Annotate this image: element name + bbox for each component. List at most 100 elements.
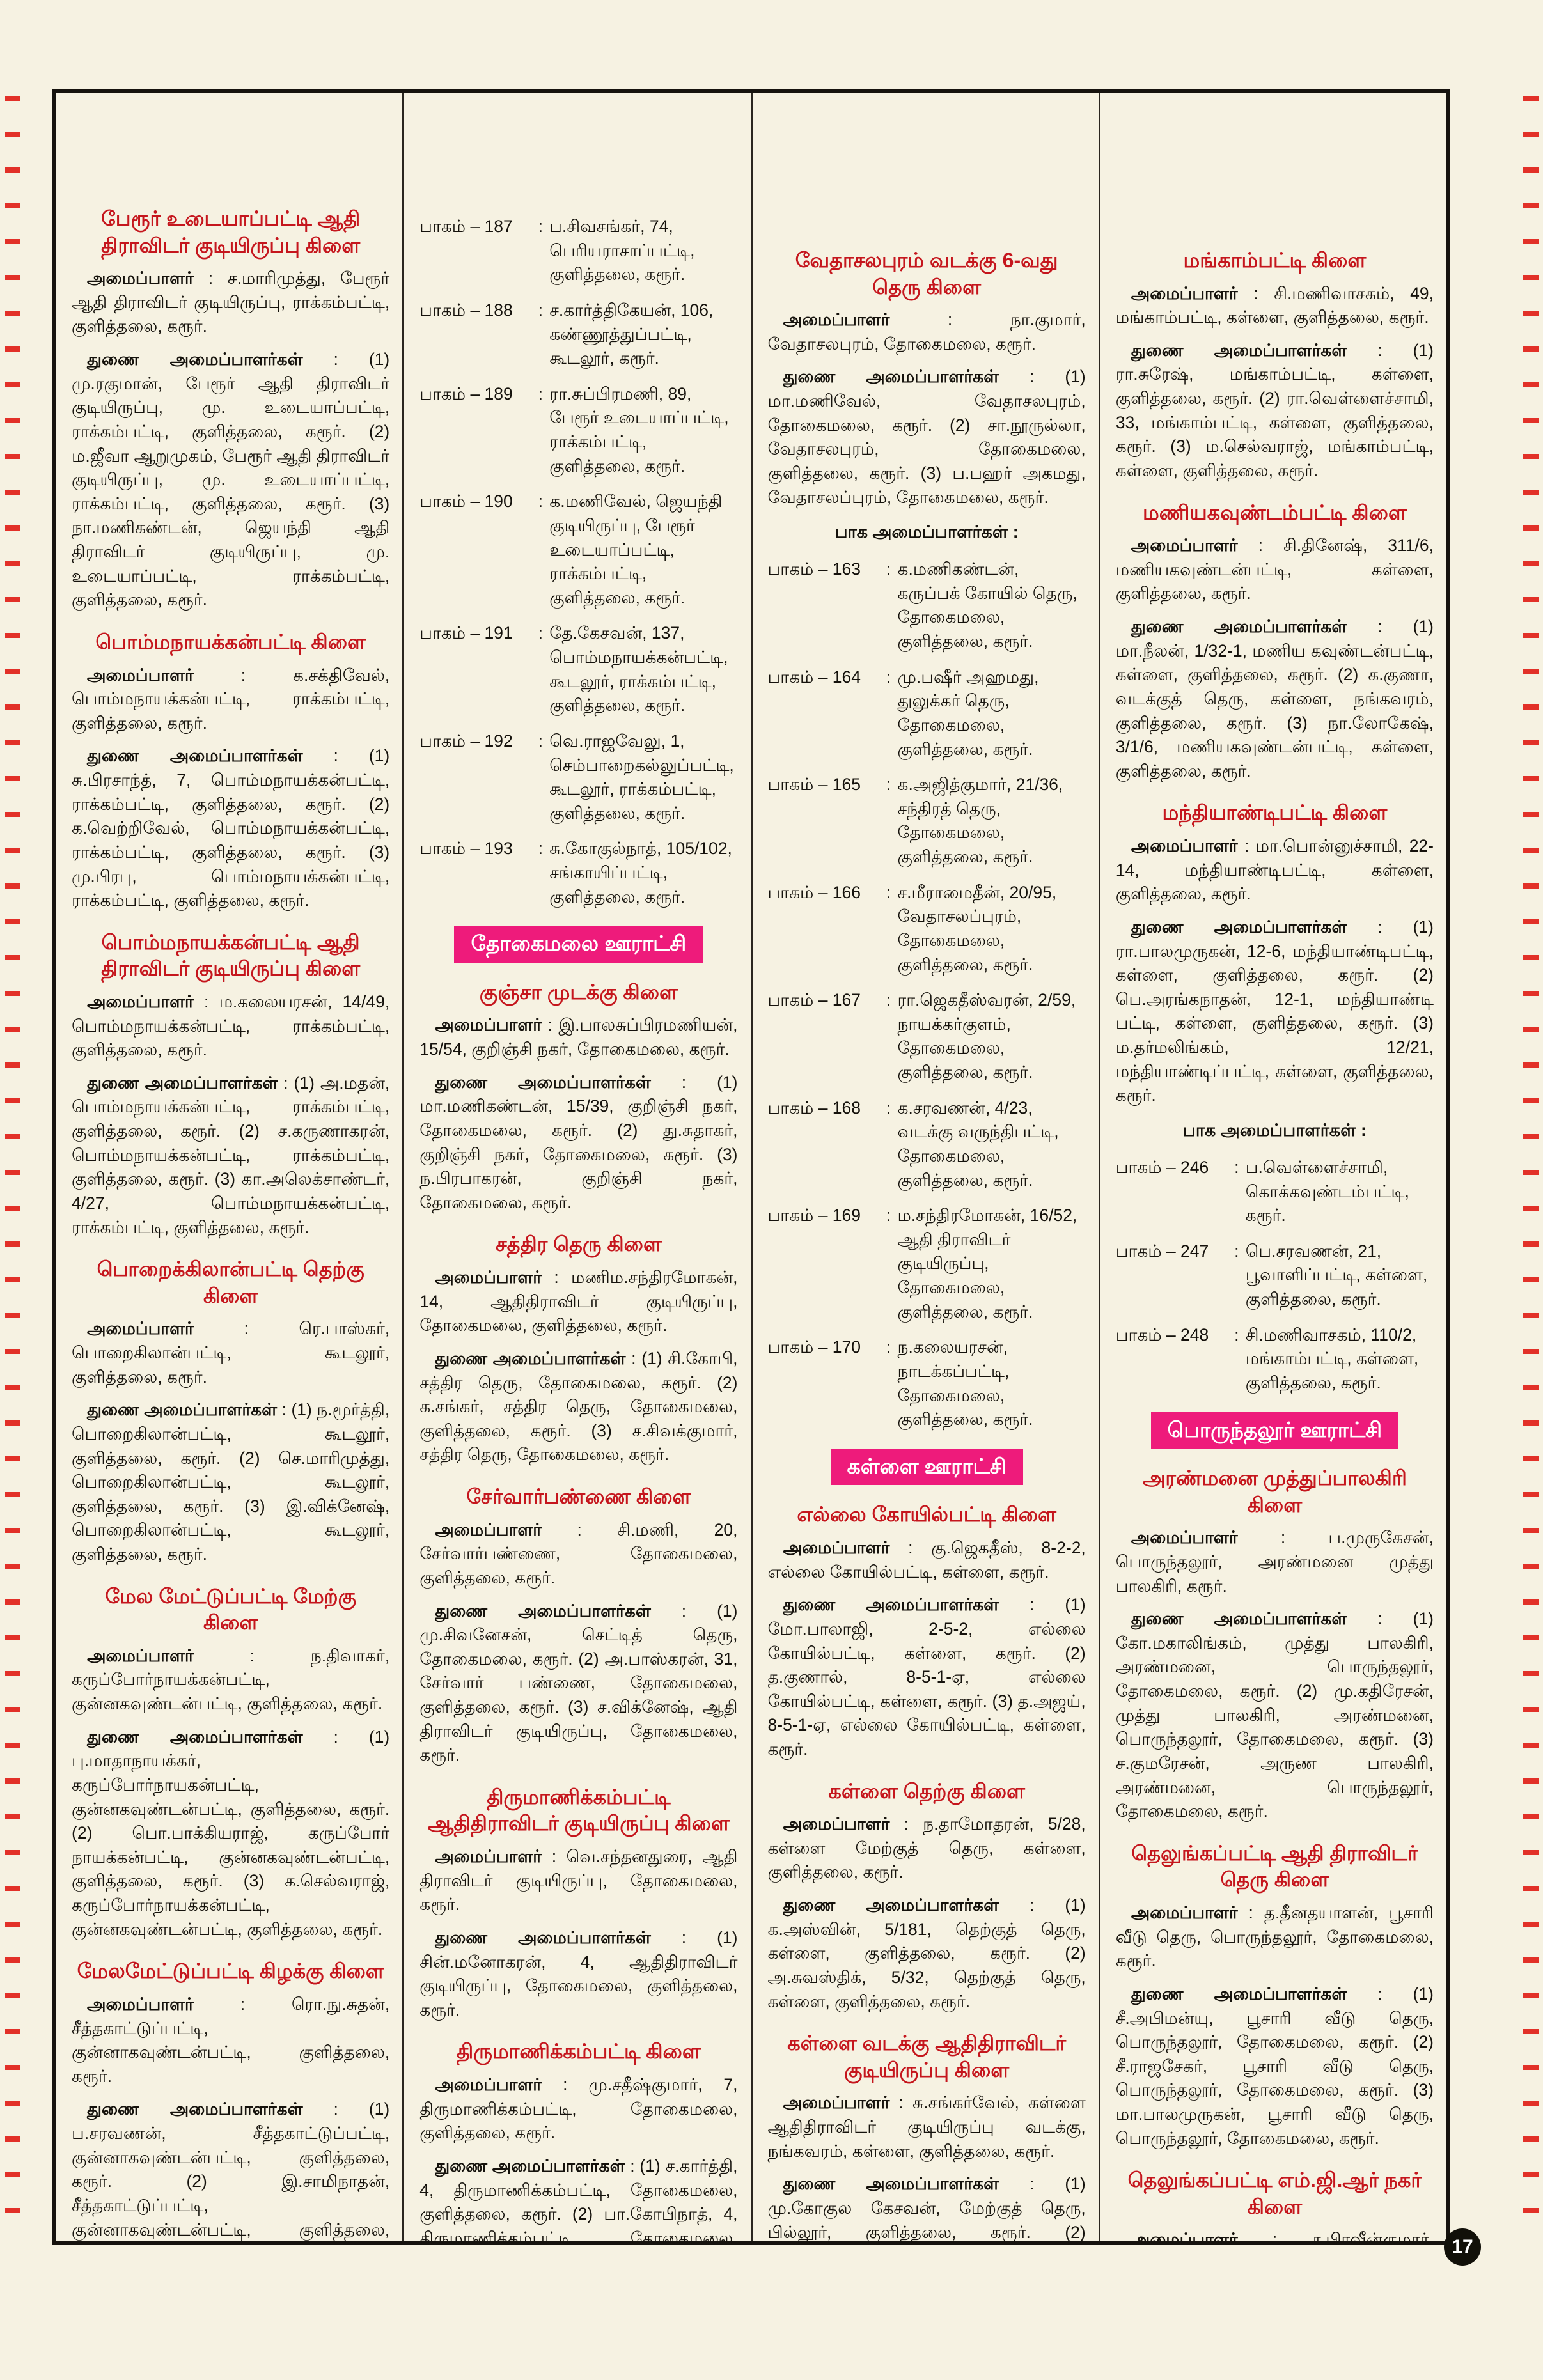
deputy-organizers-paragraph: துணை அமைப்பாளர்கள் : (1) அ.மதன், பொம்மநா… [72,1073,390,1237]
part-colon: : [1234,1241,1239,1261]
deputy-organizers-paragraph: துணை அமைப்பாளர்கள் : (1) மோ.பாலாஜி, 2-5-… [767,1595,1086,1759]
crop-mark [1523,812,1539,817]
branch-heading: சேர்வார்பண்ணை கிளை [466,1485,691,1509]
part-text: ரா.ஜெகதீஸ்வரன், 2/59, நாயக்கர்குளம், தோக… [897,990,1076,1082]
part-organizers-label: பாக அமைப்பாளர்கள் : [834,522,1019,542]
crop-mark [1523,203,1539,208]
crop-mark [1523,848,1539,853]
branch-heading: திருமாணிக்கம்பட்டி ஆதிதிராவிடர் குடியிரு… [428,1785,730,1835]
deputy-organizers-label: துணை அமைப்பாளர்கள் [87,1727,303,1746]
crop-mark [1523,1743,1539,1748]
deputy-organizers-paragraph: துணை அமைப்பாளர்கள் : (1) ச.கார்த்தி, 4, … [419,2156,738,2241]
crop-mark [1523,1993,1539,1998]
deputy-organizers-paragraph: துணை அமைப்பாளர்கள் : (1) கோ.மகாலிங்கம், … [1115,1609,1434,1821]
crop-mark [5,203,20,208]
deputy-organizers-label: துணை அமைப்பாளர்கள் [435,1348,626,1368]
organizer-paragraph: அமைப்பாளர் : மணிம.சந்திரமோகன், 14, ஆதிதி… [419,1268,738,1335]
crop-mark [1523,1134,1539,1139]
part-colon: : [886,1206,891,1225]
part-number: பாகம் – 170 [767,1337,861,1357]
branch-heading: பொம்மநாயக்கன்பட்டி ஆதி திராவிடர் குடியிர… [101,930,361,981]
part-number: பாகம் – 193 [419,839,513,859]
crop-mark [1523,1778,1539,1784]
deputy-organizers-label: துணை அமைப்பாளர்கள் [435,1601,651,1621]
crop-mark [5,1206,20,1211]
crop-mark [5,1778,20,1784]
deputy-organizers-label: துணை அமைப்பாளர்கள் [1131,1984,1347,2003]
crop-mark [5,669,20,674]
crop-mark [5,2029,20,2034]
deputy-organizers-label: துணை அமைப்பாளர்கள் [435,1927,651,1947]
organizer-paragraph: அமைப்பாளர் : ச.மாரிமுத்து, பேரூர் ஆதி தி… [72,268,390,336]
branch-heading: பேரூர் உடையாப்பட்டி ஆதி திராவிடர் குடியி… [101,207,361,257]
organizer-label: அமைப்பாளர் [435,2075,542,2095]
crop-mark [5,991,20,996]
crop-mark [5,1277,20,1282]
crop-mark [5,1098,20,1103]
crop-mark [5,275,20,280]
crop-mark [1523,597,1539,602]
part-colon: : [886,775,891,795]
crop-mark [1523,883,1539,889]
crop-mark [1523,1206,1539,1211]
part-colon: : [886,1098,891,1117]
column-3: வேதாசலபுரம் வடக்கு 6-வது தெரு கிளை அமைப்ப… [753,93,1100,2241]
crop-mark [1523,1635,1539,1640]
crop-mark [1523,2101,1539,2106]
crop-mark [1523,418,1539,423]
crop-mark [1523,1671,1539,1676]
deputy-organizers-paragraph: துணை அமைப்பாளர்கள் : (1) சின்.மனோகரன், 4… [419,1927,738,2019]
crop-mark [1523,382,1539,387]
part-entry: பாகம் – 165: க.அஜித்குமார், 21/36, சந்திர… [768,773,1086,869]
part-number: பாகம் – 248 [1115,1325,1209,1344]
branch-heading: மந்தியாண்டிபட்டி கிளை [1162,801,1388,825]
crop-mark [1523,1850,1539,1855]
panchayat-header-wrap: தோகைமலை ஊராட்சி [419,926,737,963]
organizer-paragraph: அமைப்பாளர் : வெ.சந்தனதுரை, ஆதி திராவிடர்… [419,1847,738,1915]
part-number: பாகம் – 191 [419,623,513,643]
part-number: பாகம் – 192 [419,731,513,751]
crop-mark [5,167,20,173]
organizer-label: அமைப்பாளர் [1131,283,1238,303]
part-text: ச.மீராமைதீன், 20/95, வேதாசலப்புரம், தோகை… [897,882,1057,974]
organizer-label: அமைப்பாளர் [435,1268,542,1287]
organizer-label: அமைப்பாளர் [1131,536,1238,556]
crop-mark [5,1957,20,1963]
crop-mark [1523,167,1539,173]
organizer-paragraph: அமைப்பாளர் : ச.பிரவீன்குமார், தெலுங்கப்ப… [1116,2228,1434,2241]
crop-mark [5,597,20,602]
part-text: ப.வெள்ளைச்சாமி, கொக்கவுண்டம்பட்டி, கரூர்… [1245,1157,1409,1225]
crop-mark [5,1599,20,1605]
organizer-paragraph: அமைப்பாளர் : ரொ.நு.சுதன், சீத்தகாட்டுப்ப… [72,1994,390,2086]
crop-mark [1523,132,1539,137]
deputy-organizers-paragraph: துணை அமைப்பாளர்கள் : (1) ரா.பாலமுருகன், … [1115,917,1434,1105]
part-colon: : [538,300,543,320]
crop-mark [1523,490,1539,495]
crop-mark [5,490,20,495]
part-text: ந.கலையரசன், நாடக்கப்பட்டி, தோகைமலை, குளி… [897,1337,1033,1429]
crop-mark [5,1027,20,1032]
branch-heading: தெலுங்கப்பட்டி ஆதி திராவிடர் தெரு கிளை [1131,1841,1418,1892]
crop-mark [1523,991,1539,996]
part-colon: : [1234,1157,1239,1177]
organizer-paragraph: அமைப்பாளர் : சு.சங்கர்வேல், கள்ளை ஆதிதிர… [767,2093,1086,2161]
organizer-label: அமைப்பாளர் [87,268,194,288]
part-entry: பாகம் – 169: ம.சந்திரமோகன், 16/52, ஆதி தி… [768,1204,1086,1324]
branch-heading: மணியகவுண்டம்பட்டி கிளை [1142,501,1407,524]
part-entry: பாகம் – 192: வெ.ராஜவேலு, 1, செம்பாறைகல்லு… [419,729,737,826]
crop-mark [1523,1957,1539,1963]
organizer-label: அமைப்பாளர் [87,1994,194,2014]
organizer-paragraph: அமைப்பாளர் : மு.சதீஷ்குமார், 7, திருமாணி… [419,2075,738,2143]
crop-mark [1523,561,1539,566]
part-number: பாகம் – 246 [1115,1157,1209,1177]
crop-mark [5,1671,20,1676]
organizer-paragraph: அமைப்பாளர் : த.தீனதயாளன், பூசாரி வீடு தெ… [1115,1903,1434,1971]
organizer-paragraph: அமைப்பாளர் : கு.ஜெகதீஸ், 8-2-2, எல்லை கோ… [767,1538,1086,1582]
organizer-label: அமைப்பாளர் [783,2093,890,2113]
crop-mark [5,1456,20,1461]
crop-mark [1523,1349,1539,1354]
part-entry: பாகம் – 187: ப.சிவசங்கர், 74, பெரியராசாப்… [419,215,737,287]
crop-mark [1523,704,1539,710]
crop-mark [1523,1922,1539,1927]
